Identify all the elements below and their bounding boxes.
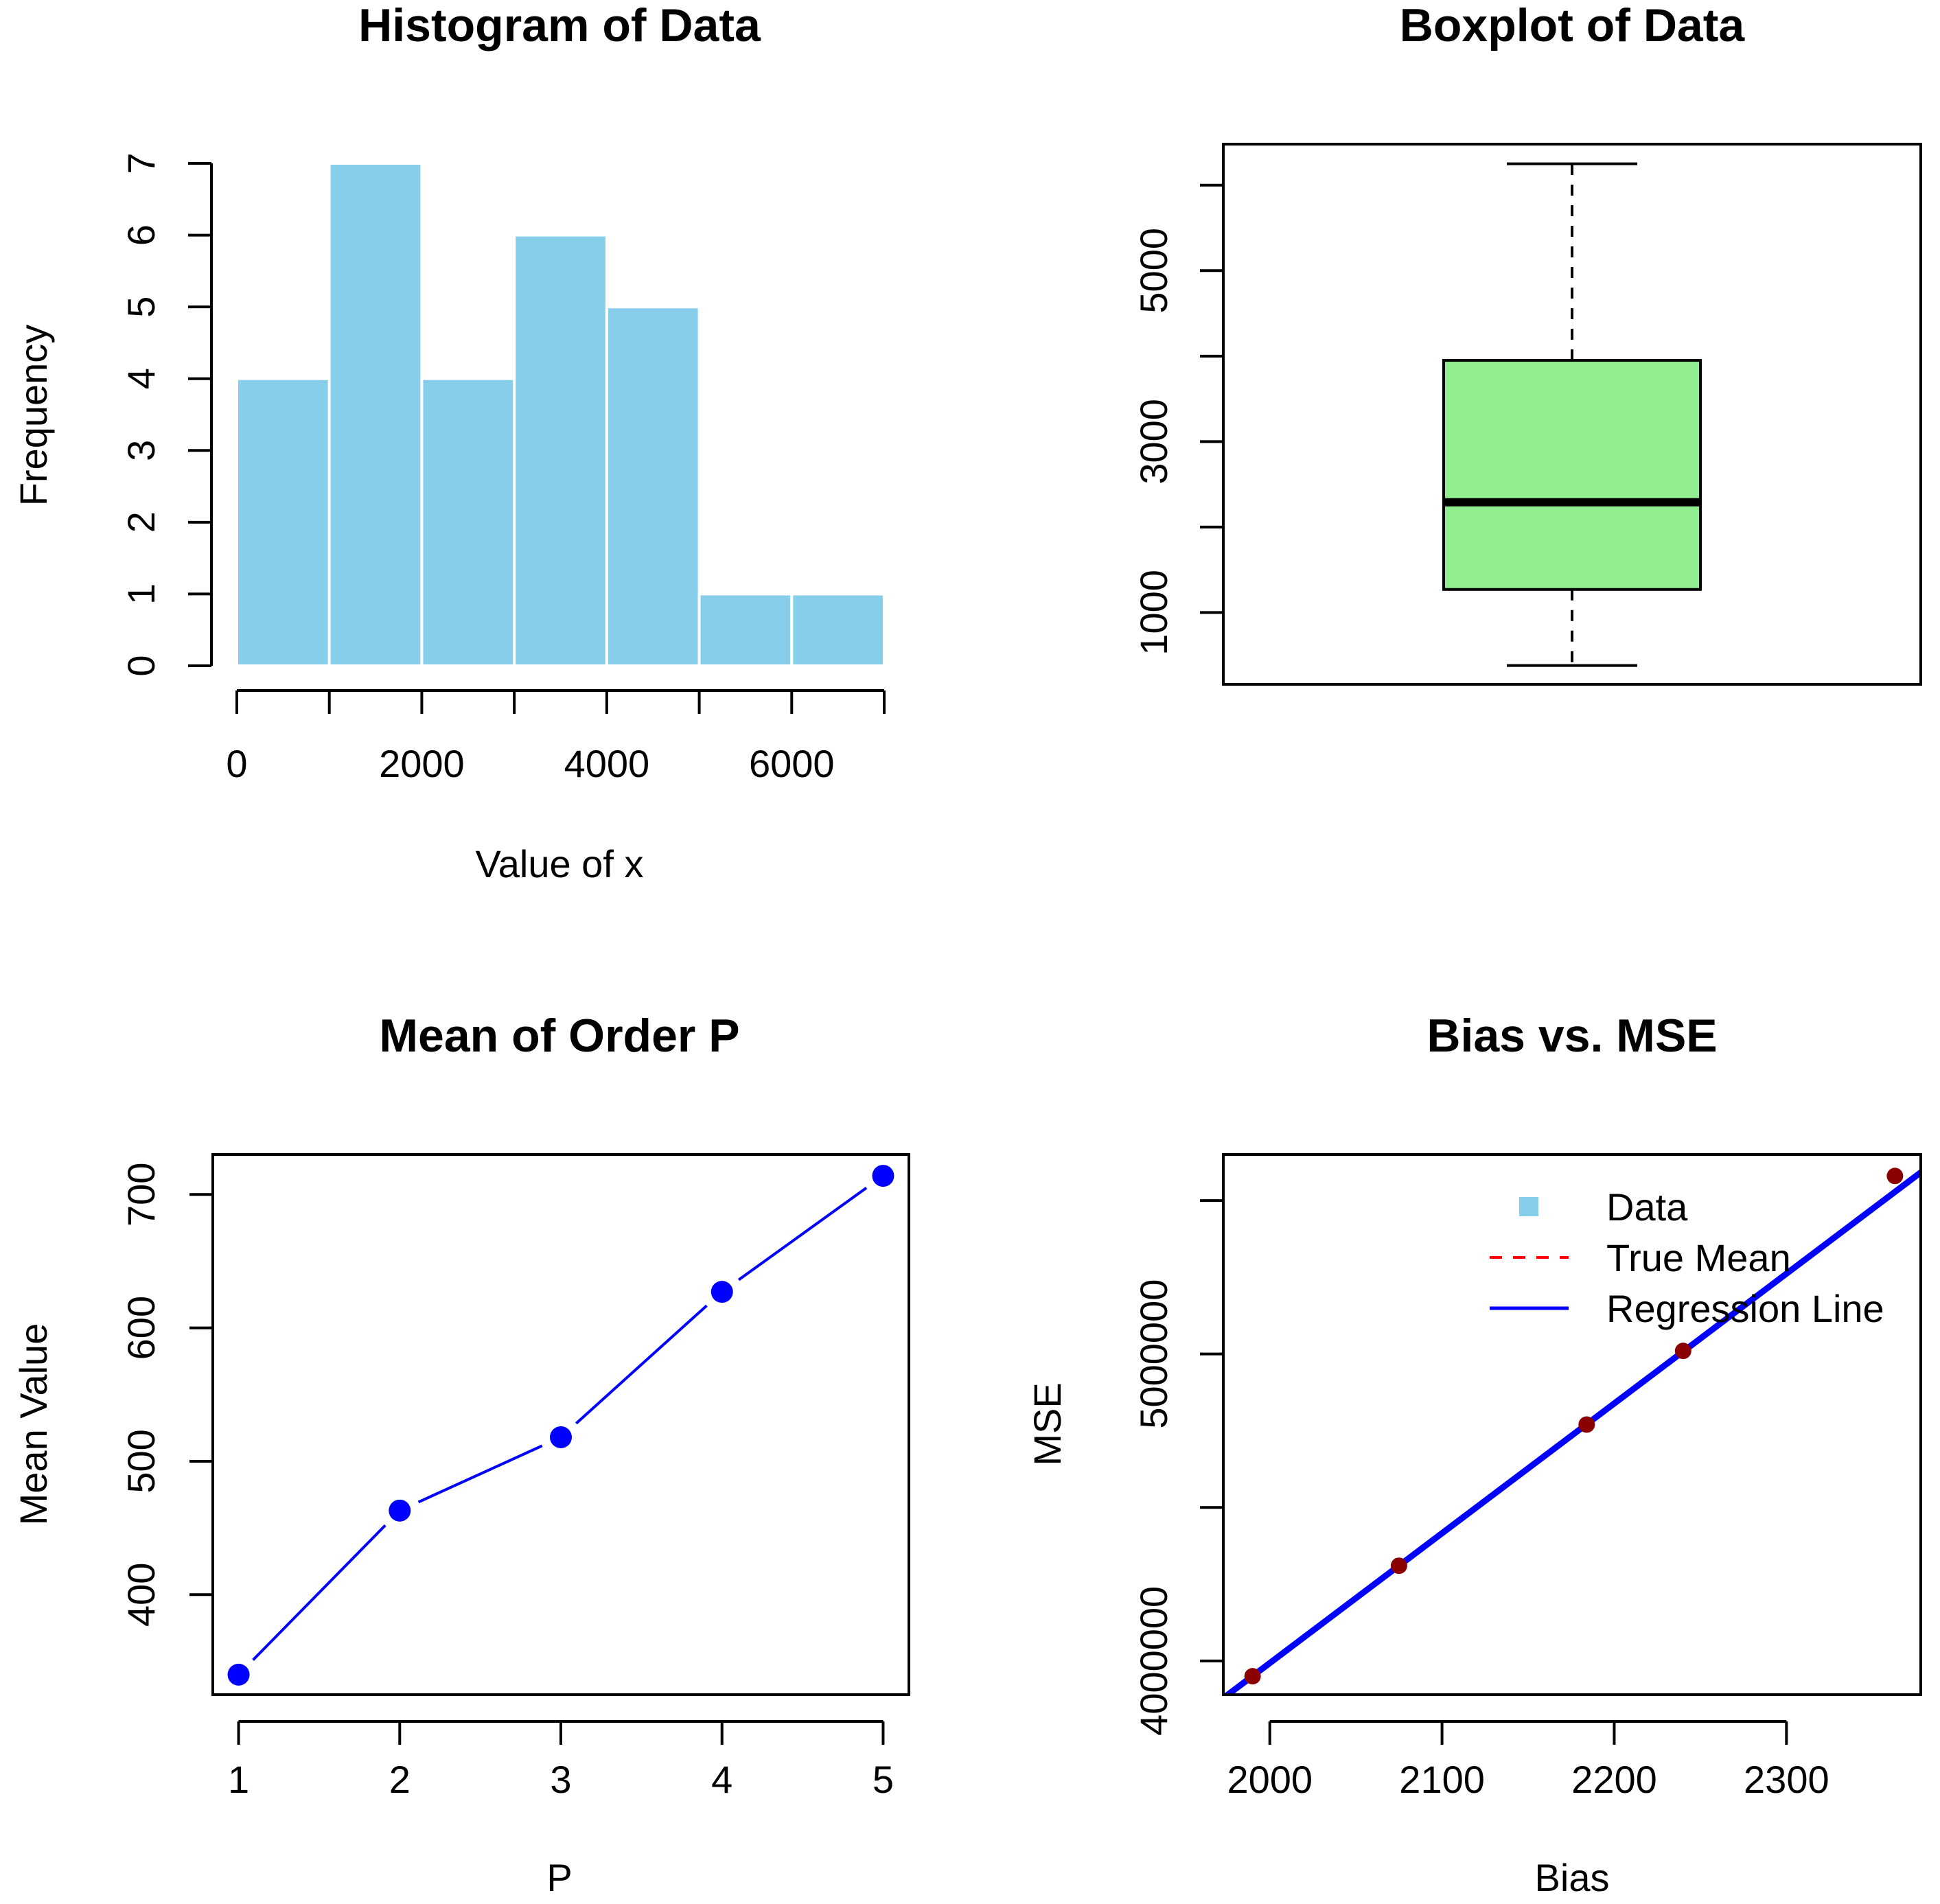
- mean-order-x-tick-label: 3: [550, 1758, 571, 1801]
- mean-order-series: [227, 1165, 894, 1686]
- boxplot-y-tick-label: 5000: [1132, 228, 1175, 314]
- bias-mse-point: [1674, 1343, 1691, 1360]
- histogram-title: Histogram of Data: [358, 0, 761, 51]
- histogram-y-tick-label: 3: [119, 440, 163, 461]
- bias-mse-x-label: Bias: [1535, 1856, 1610, 1899]
- histogram-bar: [605, 305, 701, 667]
- bias-mse-x-tick-label: 2200: [1571, 1758, 1657, 1801]
- bias-mse-legend: Data True Mean Regression Line: [1490, 1185, 1884, 1330]
- mean-order-y-axis: 400 500 600 700: [119, 1163, 213, 1627]
- boxplot-body: [1442, 162, 1702, 667]
- legend-label: Regression Line: [1606, 1287, 1884, 1330]
- mean-order-x-axis: 1 2 3 4 5: [228, 1720, 894, 1801]
- bias-mse-point: [1390, 1557, 1407, 1575]
- histogram-bar: [790, 592, 886, 668]
- mean-order-x-label: P: [546, 1856, 572, 1899]
- bias-mse-x-tick-label: 2100: [1399, 1758, 1485, 1801]
- histogram-x-tick-label: 0: [226, 742, 247, 785]
- histogram-x-axis: 0 2000 4000 6000: [226, 689, 886, 785]
- mean-order-line-segment: [575, 1304, 708, 1425]
- histogram-bars: [235, 162, 886, 668]
- mean-order-y-tick-label: 600: [119, 1296, 163, 1360]
- histogram-bar: [420, 377, 516, 667]
- legend-key-square: [1519, 1197, 1538, 1216]
- mean-order-point: [227, 1663, 250, 1686]
- mean-order-point: [711, 1281, 733, 1303]
- bias-mse-x-tick-label: 2000: [1227, 1758, 1313, 1801]
- mean-order-x-tick-label: 5: [873, 1758, 894, 1801]
- mean-order-title: Mean of Order P: [379, 1010, 739, 1062]
- histogram-y-tick-label: 1: [119, 583, 163, 605]
- histogram-x-tick-label: 6000: [749, 742, 835, 785]
- boxplot-y-tick-label: 1000: [1132, 570, 1175, 655]
- boxplot-panel: Boxplot of Data 1000 3000 5000: [1132, 0, 1922, 686]
- histogram-x-tick-label: 4000: [564, 742, 650, 785]
- histogram-y-tick-label: 0: [119, 655, 163, 676]
- histogram-y-tick-label: 6: [119, 224, 163, 246]
- bias-mse-y-axis: 4000000 5000000: [1132, 1199, 1223, 1736]
- mean-order-point: [872, 1165, 894, 1187]
- mean-order-x-tick-label: 1: [228, 1758, 249, 1801]
- histogram-y-tick-label: 5: [119, 297, 163, 318]
- histogram-y-label: Frequency: [12, 325, 55, 507]
- mean-order-y-tick-label: 400: [119, 1563, 163, 1627]
- mean-order-x-tick-label: 4: [711, 1758, 732, 1801]
- mean-order-point: [389, 1499, 411, 1522]
- bias-mse-series: [1223, 1168, 1921, 1695]
- histogram-bar: [235, 377, 331, 667]
- bias-mse-y-tick-label: 4000000: [1132, 1586, 1175, 1736]
- mean-order-frame: [211, 1153, 910, 1696]
- mean-order-panel: Mean of Order P 1 2 3 4 5 400 500 600 700 P Mea…: [12, 1010, 910, 1899]
- bias-mse-point: [1244, 1668, 1261, 1685]
- bias-mse-panel: Bias vs. MSE 2000 2100 2200 2300 4000000 500…: [1026, 1010, 1922, 1899]
- bias-mse-x-axis: 2000 2100 2200 2300: [1227, 1720, 1829, 1801]
- boxplot-box: [1442, 359, 1702, 591]
- histogram-bar: [327, 162, 424, 667]
- bias-mse-y-tick-label: 5000000: [1132, 1279, 1175, 1429]
- boxplot-title: Boxplot of Data: [1400, 0, 1746, 51]
- histogram-bar: [697, 592, 794, 668]
- boxplot-frame: [1222, 143, 1922, 686]
- histogram-y-axis: 0 1 2 3 4 5 6 7: [119, 152, 213, 677]
- mean-order-line-segment: [252, 1524, 386, 1661]
- legend-label: True Mean: [1606, 1236, 1791, 1279]
- histogram-y-tick-label: 2: [119, 511, 163, 533]
- boxplot-y-tick-label: 3000: [1132, 399, 1175, 485]
- histogram-y-tick-label: 4: [119, 368, 163, 389]
- mean-order-point: [550, 1426, 572, 1448]
- legend-label: Data: [1606, 1185, 1688, 1229]
- bias-mse-title: Bias vs. MSE: [1427, 1010, 1717, 1062]
- mean-order-y-tick-label: 700: [119, 1163, 163, 1227]
- mean-order-y-tick-label: 500: [119, 1429, 163, 1493]
- bias-mse-y-label: MSE: [1026, 1382, 1069, 1465]
- bias-mse-x-tick-label: 2300: [1744, 1758, 1829, 1801]
- bias-mse-point: [1578, 1416, 1595, 1433]
- bias-mse-point: [1886, 1168, 1904, 1185]
- mean-order-x-tick-label: 2: [389, 1758, 411, 1801]
- histogram-x-label: Value of x: [476, 842, 644, 885]
- histogram-panel: Histogram of Data 0 2000 4000 6000 0 1 2 3 4 5 6 7…: [12, 0, 886, 885]
- boxplot-y-axis: 1000 3000 5000: [1132, 183, 1223, 655]
- histogram-y-tick-label: 7: [119, 152, 163, 174]
- bias-mse-regression-line: [1223, 1168, 1921, 1695]
- mean-order-y-label: Mean Value: [12, 1323, 55, 1526]
- bias-mse-frame: [1222, 1153, 1922, 1696]
- mean-order-line-segment: [417, 1444, 543, 1504]
- histogram-bar: [513, 233, 608, 668]
- mean-order-line-segment: [737, 1187, 868, 1281]
- histogram-x-tick-label: 2000: [379, 742, 465, 785]
